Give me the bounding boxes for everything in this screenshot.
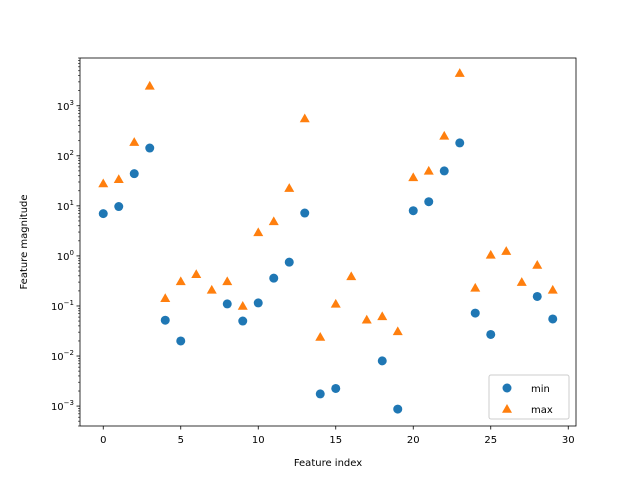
x-tick-label: 0 xyxy=(100,435,106,446)
max-point xyxy=(485,249,496,259)
x-tick-label: 25 xyxy=(484,435,497,446)
max-point xyxy=(439,130,450,140)
min-point xyxy=(222,299,232,309)
max-point xyxy=(191,269,202,279)
x-tick-label: 20 xyxy=(407,435,420,446)
y-tick-label: 10−3 xyxy=(51,399,74,413)
series-layer xyxy=(98,68,558,414)
min-point xyxy=(331,383,341,393)
min-point xyxy=(455,138,465,148)
y-tick-exponent: −2 xyxy=(64,349,74,357)
legend-label-max: max xyxy=(531,405,553,416)
min-point xyxy=(393,404,403,414)
max-point xyxy=(160,293,171,302)
min-point xyxy=(300,208,310,218)
series-max xyxy=(98,68,558,341)
max-point xyxy=(346,271,357,281)
max-point xyxy=(501,246,512,255)
max-point xyxy=(315,331,326,341)
y-tick-base: 10 xyxy=(51,352,64,363)
y-tick-base: 10 xyxy=(57,152,70,163)
y-tick-base: 10 xyxy=(57,102,70,113)
x-axis: 0 5 10 15 20 25 30 xyxy=(100,426,575,446)
min-point xyxy=(315,389,325,399)
min-point xyxy=(176,336,186,346)
y-tick-label: 102 xyxy=(57,149,74,163)
min-point xyxy=(424,197,434,207)
y-tick-exponent: 2 xyxy=(70,149,74,157)
min-point xyxy=(532,291,542,301)
legend: min max xyxy=(488,374,570,420)
min-point xyxy=(253,298,263,308)
max-point xyxy=(377,311,388,321)
y-tick-base: 10 xyxy=(57,252,70,263)
min-point xyxy=(548,314,558,324)
y-tick-label: 101 xyxy=(57,199,74,213)
max-point xyxy=(144,80,155,90)
min-point xyxy=(238,316,248,326)
max-point xyxy=(175,276,186,286)
y-tick-exponent: 1 xyxy=(70,199,74,207)
series-min xyxy=(98,138,558,414)
legend-label-min: min xyxy=(531,384,550,395)
y-tick-exponent: −1 xyxy=(64,299,74,307)
max-point xyxy=(454,68,465,77)
x-tick-label: 15 xyxy=(329,435,342,446)
max-point xyxy=(299,113,310,123)
min-point xyxy=(160,315,170,325)
legend-marker-max xyxy=(502,404,512,413)
axes-frame xyxy=(79,57,577,427)
y-tick-label: 103 xyxy=(57,99,74,113)
y-tick-base: 10 xyxy=(51,302,64,313)
min-point xyxy=(470,308,480,318)
y-tick-exponent: 3 xyxy=(70,99,74,107)
max-point xyxy=(113,174,124,184)
x-axis-label: Feature index xyxy=(294,458,362,469)
legend-marker-min xyxy=(502,383,512,393)
max-point xyxy=(532,259,543,269)
y-axis-label: Feature magnitude xyxy=(19,194,30,289)
min-point xyxy=(439,166,449,176)
max-point xyxy=(330,298,341,308)
y-tick-label: 100 xyxy=(57,249,74,263)
max-point xyxy=(408,172,419,182)
max-point xyxy=(222,276,233,286)
x-tick-label: 5 xyxy=(178,435,184,446)
legend-box xyxy=(488,374,570,420)
y-tick-base: 10 xyxy=(51,402,64,413)
max-point xyxy=(547,284,558,294)
max-point xyxy=(206,284,217,294)
min-point xyxy=(408,206,418,216)
min-point xyxy=(98,209,108,219)
min-point xyxy=(486,329,496,339)
y-tick-label: 10−2 xyxy=(51,349,74,363)
min-point xyxy=(269,273,279,283)
max-point xyxy=(98,178,109,188)
max-point xyxy=(268,216,279,226)
max-point xyxy=(253,227,264,237)
max-point xyxy=(361,314,372,324)
y-tick-exponent: 0 xyxy=(70,249,74,257)
min-point xyxy=(129,169,139,179)
max-point xyxy=(423,165,434,175)
y-tick-base: 10 xyxy=(57,202,70,213)
x-tick-label: 30 xyxy=(562,435,575,446)
legend-entries: min max xyxy=(502,383,553,416)
max-point xyxy=(237,300,248,310)
y-tick-label: 10−1 xyxy=(51,299,74,313)
max-point xyxy=(470,282,481,292)
y-tick-exponent: −3 xyxy=(64,399,74,407)
max-point xyxy=(129,137,140,146)
min-point xyxy=(114,202,124,212)
x-tick-label: 10 xyxy=(252,435,265,446)
max-point xyxy=(516,277,527,286)
max-point xyxy=(284,183,295,192)
max-point xyxy=(392,326,403,336)
min-point xyxy=(145,143,155,153)
min-point xyxy=(284,257,294,267)
min-point xyxy=(377,356,387,366)
